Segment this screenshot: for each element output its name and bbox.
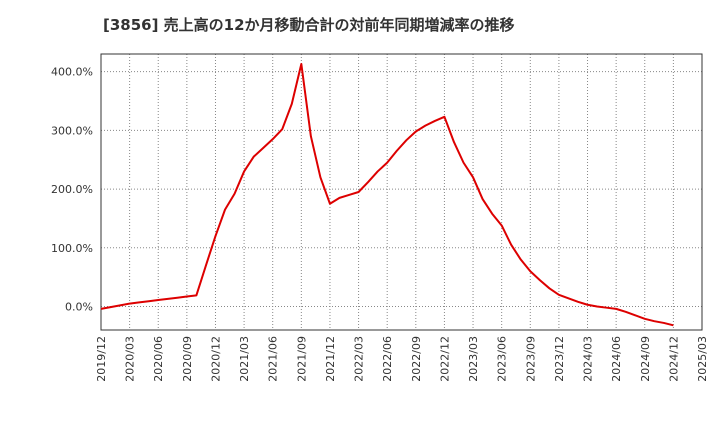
plot-frame: [100, 53, 703, 331]
x-tick-label: 2024/09: [639, 336, 652, 382]
series-line: [100, 62, 674, 327]
y-tick-label: 300.0%: [51, 124, 93, 137]
y-tick-label: 400.0%: [51, 66, 93, 79]
x-tick-label: 2022/03: [353, 336, 366, 382]
x-tick-label: 2019/12: [95, 336, 108, 382]
x-tick-label: 2024/12: [667, 336, 680, 382]
x-tick-label: 2025/03: [696, 336, 709, 382]
x-tick-label: 2021/12: [324, 336, 337, 382]
x-tick-label: 2023/03: [467, 336, 480, 382]
x-tick-label: 2020/06: [152, 336, 165, 382]
y-tick-label: 0.0%: [65, 301, 93, 314]
x-tick-label: 2023/12: [553, 336, 566, 382]
x-tick-label: 2020/09: [181, 336, 194, 382]
x-tick-label: 2023/09: [524, 336, 537, 382]
x-tick-label: 2022/12: [438, 336, 451, 382]
x-tick-label: 2021/06: [267, 336, 280, 382]
y-tick-label: 100.0%: [51, 242, 93, 255]
x-tick-label: 2020/12: [209, 336, 222, 382]
grid-layer: [100, 54, 703, 330]
x-tick-label: 2023/06: [496, 336, 509, 382]
x-tick-label: 2021/03: [238, 336, 251, 382]
y-tick-label: 200.0%: [51, 183, 93, 196]
axis-layer: 0.0% 100.0% 200.0% 300.0% 400.0% 2019/12 2020/…: [51, 53, 709, 382]
x-tick-label: 2021/09: [295, 336, 308, 382]
chart-title: [3856] 売上高の12か月移動合計の対前年同期増減率の推移: [103, 16, 515, 34]
x-tick-label: 2020/03: [124, 336, 137, 382]
series-layer: [100, 62, 674, 327]
x-tick-label: 2024/03: [582, 336, 595, 382]
x-tick-label: 2024/06: [610, 336, 623, 382]
x-tick-label: 2022/09: [410, 336, 423, 382]
x-tick-label: 2022/06: [381, 336, 394, 382]
